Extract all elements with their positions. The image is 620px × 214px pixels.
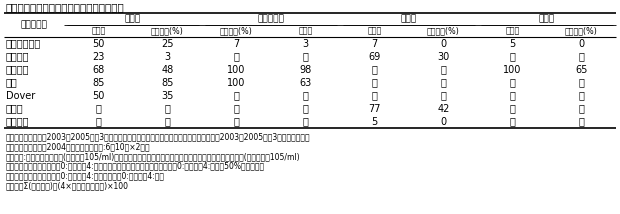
Text: 23: 23 — [92, 52, 105, 61]
Text: －: － — [303, 52, 308, 61]
Text: 98: 98 — [299, 64, 312, 74]
Text: 77: 77 — [368, 104, 381, 113]
Text: 50: 50 — [92, 39, 105, 49]
Text: 検定方法:炭そ病は噴霧接種(胞子濃度105/ml)、うどんこ病は自然発病、萎黄病は汚染圃場、疫病は噴霧接種(分生子濃度105/ml): 検定方法:炭そ病は噴霧接種(胞子濃度105/ml)、うどんこ病は自然発病、萎黄病… — [6, 152, 301, 161]
Text: －: － — [578, 104, 585, 113]
Text: 5: 5 — [510, 39, 516, 49]
Text: 枯死株率(%): 枯死株率(%) — [427, 27, 460, 36]
Text: 5: 5 — [371, 116, 378, 126]
Text: 発病株率(%): 発病株率(%) — [220, 27, 253, 36]
Text: 30: 30 — [437, 52, 450, 61]
Text: 女峰: 女峰 — [6, 77, 18, 88]
Text: 85: 85 — [161, 77, 174, 88]
Text: 3: 3 — [164, 52, 171, 61]
Text: －: － — [578, 77, 585, 88]
Text: －: － — [371, 77, 378, 88]
Text: －: － — [578, 116, 585, 126]
Text: －: － — [371, 91, 378, 101]
Text: 宝交早生: 宝交早生 — [6, 52, 30, 61]
Text: 3: 3 — [303, 39, 309, 49]
Text: 100: 100 — [503, 64, 521, 74]
Text: 麗　紅: 麗 紅 — [6, 104, 24, 113]
Text: 0: 0 — [440, 39, 446, 49]
Text: 炭疽病は育成地での2003～2005年の3カ年の平均値、うどんこ病及び萎黄病は奈良農総セでの2003～2005年の3カ年の平均値、: 炭疽病は育成地での2003～2005年の3カ年の平均値、うどんこ病及び萎黄病は奈… — [6, 132, 311, 141]
Text: －: － — [164, 104, 171, 113]
Text: －: － — [234, 91, 239, 101]
Text: 100: 100 — [228, 64, 246, 74]
Text: 7: 7 — [371, 39, 378, 49]
Text: 42: 42 — [437, 104, 450, 113]
Text: 50: 50 — [92, 91, 105, 101]
Text: 枯死株率(%): 枯死株率(%) — [151, 27, 184, 36]
Text: －: － — [303, 104, 308, 113]
Text: Dover: Dover — [6, 91, 35, 101]
Text: 発病度: 発病度 — [91, 27, 105, 36]
Text: －: － — [441, 91, 446, 101]
Text: 萎黄病　0:無病徴～4:枯死、疫病　0:無病徴～4:枯死: 萎黄病 0:無病徴～4:枯死、疫病 0:無病徴～4:枯死 — [6, 172, 165, 181]
Text: 63: 63 — [299, 77, 312, 88]
Text: 65: 65 — [575, 64, 588, 74]
Text: －: － — [164, 116, 171, 126]
Text: －: － — [510, 52, 515, 61]
Text: 病徴の評点指数　炭疽病　0:無病徴～4:病斑伸展による葉柄折損、うどんこ病　0:無病徴～4:小葉の50%以上が発病: 病徴の評点指数 炭疽病 0:無病徴～4:病斑伸展による葉柄折損、うどんこ病 0:… — [6, 162, 265, 171]
Text: －: － — [510, 116, 515, 126]
Text: －: － — [234, 52, 239, 61]
Text: 48: 48 — [161, 64, 174, 74]
Text: 枯死株率(%): 枯死株率(%) — [565, 27, 598, 36]
Text: 69: 69 — [368, 52, 381, 61]
Text: 0: 0 — [440, 116, 446, 126]
Text: －: － — [441, 64, 446, 74]
Text: 萎黄病: 萎黄病 — [401, 15, 417, 24]
Text: －: － — [95, 104, 102, 113]
Text: 疫　病: 疫 病 — [539, 15, 555, 24]
Text: 発病度: 発病度 — [298, 27, 312, 36]
Text: －: － — [303, 116, 308, 126]
Text: 発病度＝Σ(評点指数)／(4×供試サンプル数)×100: 発病度＝Σ(評点指数)／(4×供試サンプル数)×100 — [6, 181, 129, 190]
Text: －: － — [234, 116, 239, 126]
Text: 炭疽病: 炭疽病 — [125, 15, 141, 24]
Text: カレンベリー: カレンベリー — [6, 39, 42, 49]
Text: 68: 68 — [92, 64, 105, 74]
Text: －: － — [234, 104, 239, 113]
Text: 85: 85 — [92, 77, 105, 88]
Text: －: － — [510, 77, 515, 88]
Text: －: － — [95, 116, 102, 126]
Text: －: － — [510, 91, 515, 101]
Text: 0: 0 — [578, 39, 585, 49]
Text: 35: 35 — [161, 91, 174, 101]
Text: 表１　カレンベリーの病害抵抗性検定結果: 表１ カレンベリーの病害抵抗性検定結果 — [6, 2, 125, 12]
Text: 品種・系統: 品種・系統 — [20, 21, 48, 30]
Text: －: － — [303, 91, 308, 101]
Text: －: － — [578, 52, 585, 61]
Text: 7: 7 — [233, 39, 239, 49]
Text: はつくに: はつくに — [6, 116, 30, 126]
Text: －: － — [510, 104, 515, 113]
Text: 発病度: 発病度 — [368, 27, 382, 36]
Text: うどんこ病: うどんこ病 — [257, 15, 285, 24]
Text: 疫病は育成地での2004年の値、試験規模:6～10株×2反複: 疫病は育成地での2004年の値、試験規模:6～10株×2反複 — [6, 142, 151, 151]
Text: 100: 100 — [228, 77, 246, 88]
Text: とよのか: とよのか — [6, 64, 30, 74]
Text: 発病度: 発病度 — [505, 27, 520, 36]
Text: 25: 25 — [161, 39, 174, 49]
Text: －: － — [578, 91, 585, 101]
Text: －: － — [371, 64, 378, 74]
Text: －: － — [441, 77, 446, 88]
